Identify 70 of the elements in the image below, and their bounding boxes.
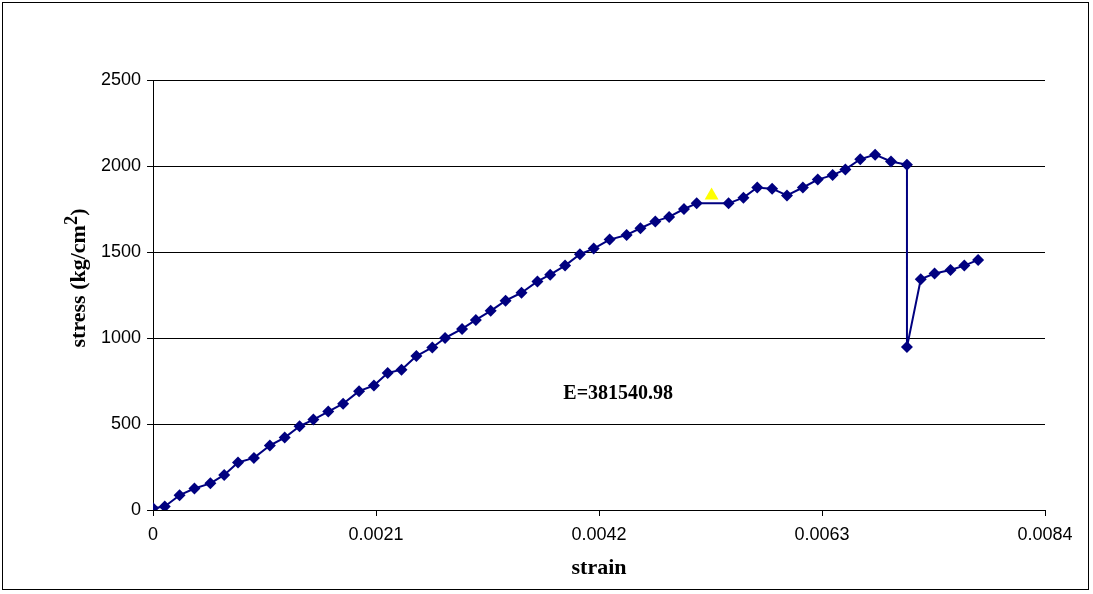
x-axis-title: strain [571, 554, 627, 580]
x-tick-label: 0.0021 [348, 523, 404, 544]
y-tick-label: 500 [111, 412, 142, 433]
point [515, 286, 528, 299]
point [322, 405, 335, 418]
point [381, 367, 394, 380]
point [559, 259, 572, 272]
point [634, 222, 647, 235]
y-tick-label: 0 [131, 498, 142, 519]
point [573, 248, 586, 261]
point [544, 268, 557, 281]
point [603, 233, 616, 246]
point [722, 197, 735, 210]
point [499, 294, 512, 307]
point [337, 397, 350, 410]
point [649, 215, 662, 228]
point [231, 456, 244, 469]
point [263, 439, 276, 452]
point [293, 420, 306, 433]
point [410, 350, 423, 363]
point [587, 242, 600, 255]
point [218, 468, 231, 481]
x-tick-label: 0.0063 [794, 523, 850, 544]
point [395, 363, 408, 376]
point [751, 181, 764, 194]
y-tick-label: 2000 [101, 154, 142, 175]
point [885, 155, 898, 168]
point [620, 228, 633, 241]
point [780, 189, 793, 202]
annotation: E=381540.98 [563, 381, 674, 404]
y-tick-label: 1000 [101, 326, 142, 347]
x-tick-label: 0.0042 [571, 523, 627, 544]
point [426, 341, 439, 354]
point [353, 385, 366, 398]
point [900, 341, 913, 354]
y-tick-label: 1500 [101, 240, 142, 261]
point [663, 210, 676, 223]
point [278, 431, 291, 444]
point [188, 482, 201, 495]
point [972, 253, 985, 266]
point [737, 191, 750, 204]
point [307, 413, 320, 426]
point [690, 197, 703, 210]
point [826, 169, 839, 182]
point [869, 148, 882, 161]
point [958, 259, 971, 272]
x-tick-label: 0 [148, 523, 159, 544]
y-tick-label: 2500 [101, 68, 142, 89]
point [811, 173, 824, 186]
point [158, 500, 171, 510]
point [944, 264, 957, 277]
point [247, 451, 260, 464]
point [367, 379, 380, 392]
point [531, 275, 544, 288]
point [854, 153, 867, 166]
point [469, 313, 482, 326]
point [796, 181, 809, 194]
point [439, 332, 452, 344]
point [839, 163, 852, 176]
point [928, 267, 941, 280]
point [173, 489, 186, 502]
point [456, 322, 469, 335]
x-tick-label: 0.0084 [1017, 523, 1073, 544]
point [766, 182, 779, 195]
point [204, 477, 217, 490]
point [900, 158, 913, 171]
point [914, 273, 927, 286]
point [484, 304, 497, 317]
point [677, 203, 690, 215]
point [704, 187, 719, 200]
